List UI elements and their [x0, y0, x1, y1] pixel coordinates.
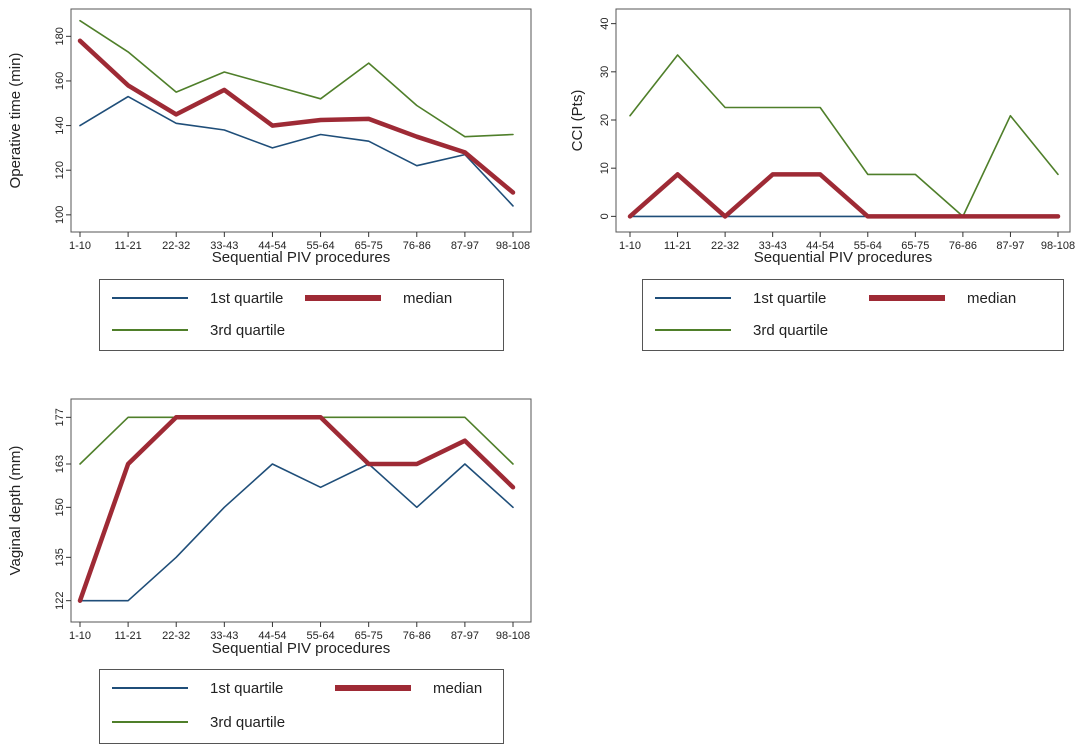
legend-entry-median: median	[305, 288, 452, 308]
legend-swatch-1st-quartile	[112, 297, 188, 299]
legend-swatch-3rd-quartile	[655, 329, 731, 331]
x-tick-label: 1-10	[69, 630, 91, 642]
y-tick-label: 122	[54, 591, 66, 609]
x-tick-label: 76-86	[403, 630, 431, 642]
x-tick-label: 76-86	[403, 240, 431, 252]
legend-entry-1st-quartile: 1st quartile	[112, 678, 283, 698]
x-tick-label: 98-108	[496, 240, 530, 252]
chart-vaginal-depth: 122 135 150 163 177 1-10 11-21 22-32 33-43 44-54 5…	[7, 398, 532, 657]
plot-frame	[70, 8, 532, 233]
legend-swatch-median	[869, 295, 945, 301]
x-tick-label: 76-86	[949, 240, 977, 252]
series-line-q3	[79, 416, 514, 465]
legend-swatch-median	[305, 295, 381, 301]
legend-entry-1st-quartile: 1st quartile	[112, 288, 283, 308]
plot-frame	[70, 398, 532, 623]
y-tick-label: 10	[599, 162, 611, 174]
y-tick-label: 40	[599, 18, 611, 30]
x-tick-label: 44-54	[258, 240, 286, 252]
x-tick-label: 44-54	[806, 240, 834, 252]
legend-entry-3rd-quartile: 3rd quartile	[655, 320, 828, 340]
series-line-q3	[79, 19, 514, 138]
legend-label: median	[403, 289, 453, 307]
x-tick-label: 98-108	[1041, 240, 1075, 252]
y-tick-label: 120	[54, 161, 66, 179]
x-tick-label: 1-10	[619, 240, 641, 252]
x-tick-label: 33-43	[759, 240, 787, 252]
legend-label: 1st quartile	[753, 289, 827, 307]
x-tick-label: 11-21	[114, 630, 141, 642]
y-tick-label: 150	[54, 498, 66, 516]
plot-frame	[615, 8, 1071, 233]
y-tick-label: 163	[54, 455, 66, 473]
x-tick-label: 44-54	[258, 630, 286, 642]
legend-label: median	[967, 289, 1017, 307]
x-tick-label: 33-43	[210, 630, 238, 642]
x-tick-label: 22-32	[162, 240, 190, 252]
y-tick-label: 30	[599, 66, 611, 78]
x-tick-label: 55-64	[306, 240, 334, 252]
legend-swatch-3rd-quartile	[112, 721, 188, 723]
x-axis-title: Sequential PIV procedures	[212, 640, 390, 657]
chart-operative-time: 100 120 140 160 180 1-10 11-21 22-32 33-43 44-54 5…	[7, 8, 532, 266]
series-line-median	[77, 415, 516, 603]
x-tick-label: 33-43	[210, 240, 238, 252]
x-tick-label: 65-75	[355, 630, 383, 642]
y-tick-label: 0	[599, 213, 611, 219]
legend-entry-median: median	[335, 678, 482, 698]
legend-label: 3rd quartile	[210, 321, 286, 339]
legend-label: 1st quartile	[210, 289, 284, 307]
series-line-q3	[629, 54, 1059, 218]
legend-label: 1st quartile	[210, 679, 284, 697]
legend-swatch-1st-quartile	[112, 687, 188, 689]
legend-entry-median: median	[869, 288, 1016, 308]
series-line-median	[77, 38, 516, 195]
x-tick-label: 11-21	[114, 240, 141, 252]
x-tick-label: 98-108	[496, 630, 530, 642]
y-tick-label: 20	[599, 114, 611, 126]
y-tick-label: 180	[54, 27, 66, 45]
y-tick-label: 160	[54, 72, 66, 90]
legend-vaginal-depth: 1st quartile median 3rd quartile	[99, 669, 504, 744]
legend-swatch-1st-quartile	[655, 297, 731, 299]
x-tick-label: 22-32	[162, 630, 190, 642]
series-line-median	[627, 172, 1061, 219]
x-tick-label: 22-32	[711, 240, 739, 252]
y-tick-label: 177	[54, 408, 66, 426]
y-axis-title: Operative time (min)	[7, 53, 24, 189]
y-tick-label: 140	[54, 116, 66, 134]
x-tick-label: 65-75	[355, 240, 383, 252]
x-axis-title: Sequential PIV procedures	[754, 249, 932, 266]
y-axis-title: Vaginal depth (mm)	[7, 446, 24, 576]
legend-entry-3rd-quartile: 3rd quartile	[112, 712, 285, 732]
x-tick-label: 1-10	[69, 240, 91, 252]
x-tick-label: 87-97	[451, 240, 479, 252]
x-tick-label: 55-64	[854, 240, 882, 252]
legend-label: 3rd quartile	[210, 713, 286, 731]
legend-label: 3rd quartile	[753, 321, 829, 339]
chart-cci: 0 10 20 30 40 1-10 11-21 22-32 33-43 44-54 55-64 65…	[569, 8, 1075, 266]
legend-entry-1st-quartile: 1st quartile	[655, 288, 826, 308]
legend-swatch-median	[335, 685, 411, 691]
legend-swatch-3rd-quartile	[112, 329, 188, 331]
legend-operative-time: 1st quartile median 3rd quartile	[99, 279, 504, 351]
x-axis-title: Sequential PIV procedures	[212, 249, 390, 266]
legend-entry-3rd-quartile: 3rd quartile	[112, 320, 285, 340]
y-tick-label: 135	[54, 548, 66, 566]
y-tick-label: 100	[54, 206, 66, 224]
series-line-q1	[79, 95, 514, 207]
x-tick-label: 55-64	[306, 630, 334, 642]
x-tick-label: 87-97	[996, 240, 1024, 252]
legend-cci: 1st quartile median 3rd quartile	[642, 279, 1064, 351]
series-line-q1	[79, 463, 514, 602]
x-tick-label: 11-21	[664, 240, 691, 252]
x-tick-label: 87-97	[451, 630, 479, 642]
y-axis-title: CCI (Pts)	[569, 90, 586, 152]
legend-label: median	[433, 679, 483, 697]
x-tick-label: 65-75	[901, 240, 929, 252]
